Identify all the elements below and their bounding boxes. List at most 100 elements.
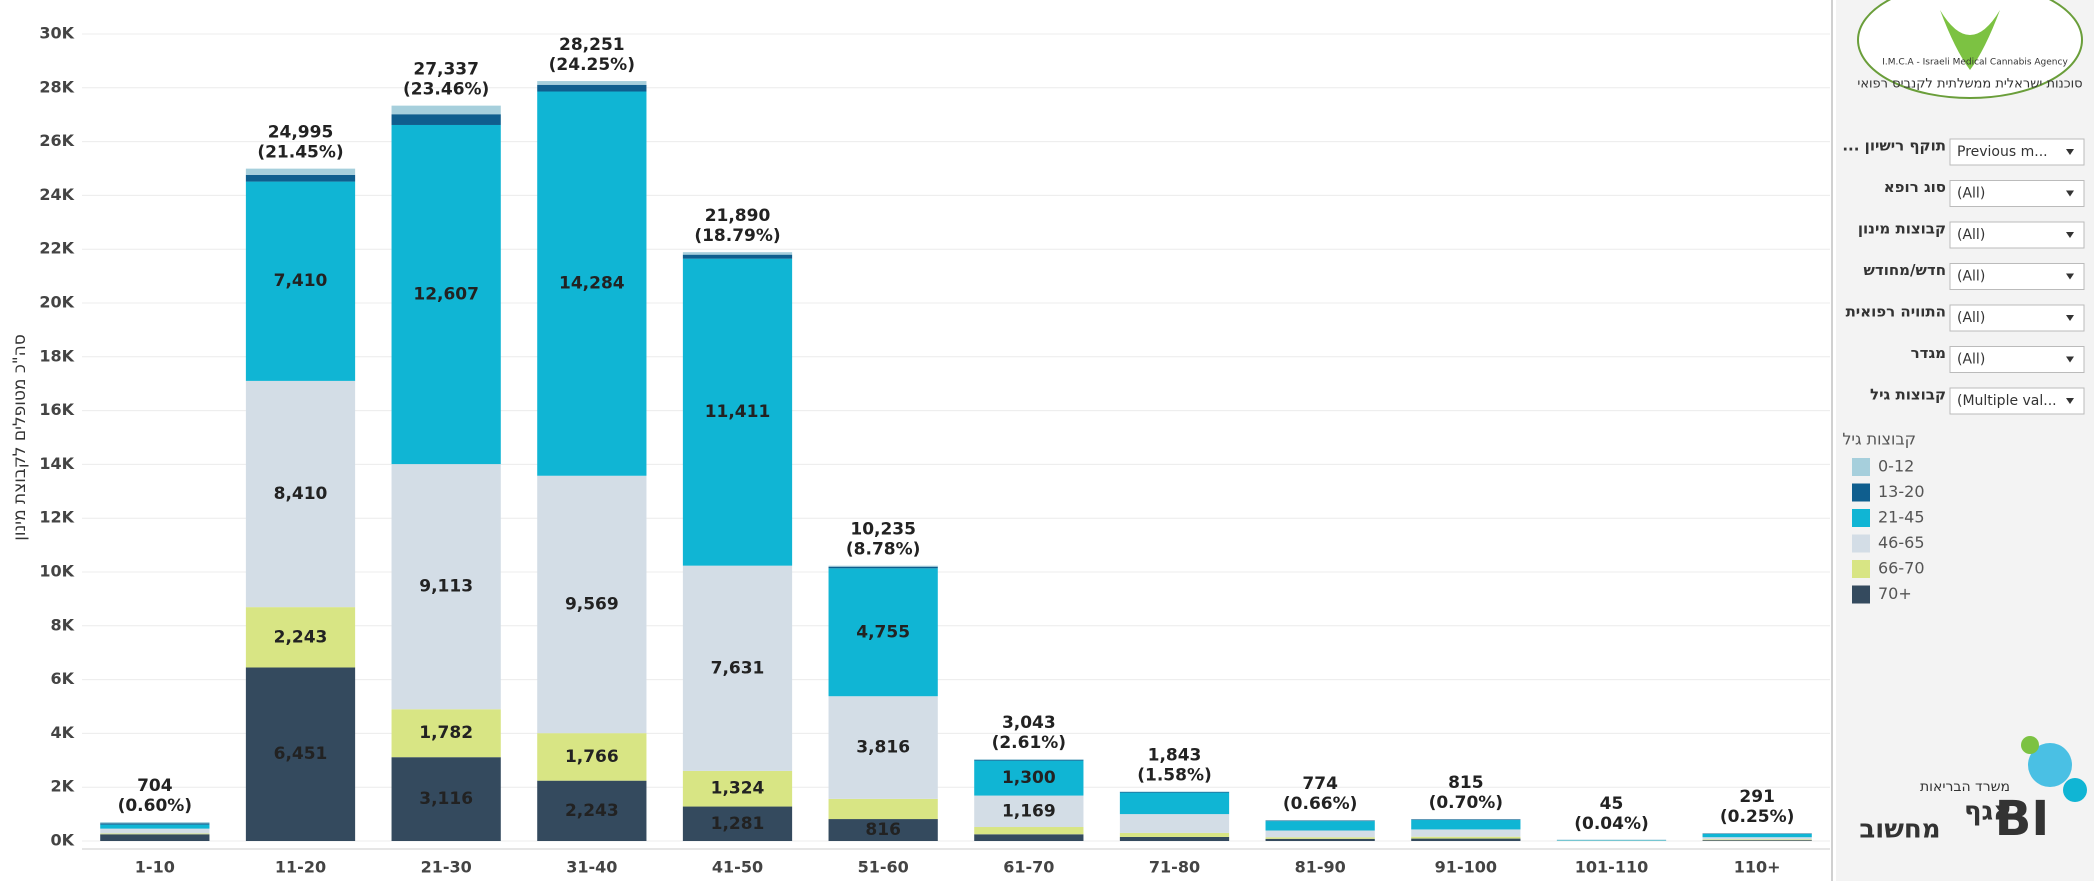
percent-label: (23.46%) bbox=[403, 80, 489, 100]
bar-segment bbox=[100, 834, 210, 841]
segment-label: 1,300 bbox=[1002, 768, 1056, 788]
bar-segment bbox=[1411, 829, 1521, 837]
bar-segment bbox=[100, 822, 210, 824]
segment-label: 7,410 bbox=[274, 271, 328, 291]
bar-segment bbox=[537, 780, 647, 841]
segment-label: 1,169 bbox=[1002, 801, 1056, 821]
logo-text: משרד הבריאות bbox=[1920, 779, 2010, 795]
bar-segment bbox=[682, 252, 793, 255]
x-tick-label: 110+ bbox=[1734, 858, 1781, 877]
legend-swatch bbox=[1852, 585, 1870, 604]
bar-segment bbox=[245, 380, 356, 608]
segment-label: 4,755 bbox=[856, 622, 910, 642]
bar-segment bbox=[682, 254, 793, 259]
bar-segment bbox=[245, 607, 356, 668]
y-tick-label: 20K bbox=[39, 293, 74, 312]
percent-label: (0.66%) bbox=[1283, 794, 1358, 814]
filter-value: (All) bbox=[1957, 186, 1985, 202]
filter-label: קבוצות גיל bbox=[1870, 386, 1946, 404]
filter-dropdown[interactable] bbox=[1949, 304, 2085, 332]
filter-value: (All) bbox=[1957, 310, 1985, 326]
segment-label: 9,569 bbox=[565, 594, 619, 614]
filter-value: (All) bbox=[1957, 269, 1985, 285]
bar-segment bbox=[1119, 814, 1230, 833]
bar-segment bbox=[682, 258, 793, 566]
legend-label: 70+ bbox=[1878, 584, 1912, 603]
legend-swatch bbox=[1852, 483, 1870, 502]
logo-text: מחשוב bbox=[1859, 815, 1940, 845]
percent-label: (1.58%) bbox=[1137, 765, 1212, 785]
total-label: 774 bbox=[1302, 774, 1338, 794]
bar-segment bbox=[391, 757, 501, 841]
total-label: 45 bbox=[1600, 794, 1624, 814]
y-tick-label: 6K bbox=[50, 669, 74, 688]
segment-label: 2,243 bbox=[565, 801, 619, 821]
bar-segment bbox=[391, 105, 501, 115]
bar-segment bbox=[100, 828, 210, 834]
filter-value: (All) bbox=[1957, 352, 1985, 368]
bar-segment bbox=[391, 114, 501, 125]
filter-dropdown[interactable] bbox=[1949, 180, 2085, 207]
imca-logo: I.M.C.A - Israeli Medical Cannabis Agenc… bbox=[1857, 0, 2083, 99]
segment-label: 1,766 bbox=[565, 747, 619, 767]
dropdown-arrow bbox=[2066, 315, 2074, 321]
legend-label: 66-70 bbox=[1878, 559, 1925, 578]
bar-segment bbox=[828, 568, 938, 697]
bar-segment bbox=[537, 91, 647, 476]
x-tick-label: 81-90 bbox=[1295, 858, 1346, 877]
total-label: 704 bbox=[137, 776, 173, 796]
segment-label: 12,607 bbox=[413, 285, 479, 305]
y-tick-label: 10K bbox=[39, 562, 74, 581]
filter-value: (All) bbox=[1957, 227, 1985, 243]
bar-segment bbox=[828, 819, 938, 841]
bar-segment bbox=[1119, 791, 1230, 793]
y-tick-label: 8K bbox=[50, 615, 74, 634]
filter-label: חדש/מחודש bbox=[1864, 261, 1946, 279]
bar-segment bbox=[391, 709, 501, 758]
filter-dropdown[interactable] bbox=[1949, 387, 2085, 415]
x-tick-label: 41-50 bbox=[712, 858, 763, 877]
segment-label: 14,284 bbox=[559, 274, 625, 294]
percent-label: (24.25%) bbox=[549, 55, 635, 75]
total-label: 28,251 bbox=[559, 35, 625, 55]
bar-segment bbox=[974, 827, 1084, 835]
filter-dropdown[interactable] bbox=[1949, 221, 2085, 249]
bar-segment bbox=[537, 84, 647, 92]
x-tick-label: 31-40 bbox=[566, 858, 617, 877]
filter-dropdown[interactable] bbox=[1949, 346, 2085, 373]
bar-segment bbox=[100, 823, 210, 825]
y-tick-label: 30K bbox=[39, 24, 74, 43]
percent-label: (2.61%) bbox=[992, 733, 1067, 753]
segment-label: 7,631 bbox=[711, 658, 765, 678]
logo-text: BI bbox=[1995, 791, 2049, 847]
bar-segment bbox=[100, 824, 210, 829]
bar-segment bbox=[100, 833, 210, 835]
bar-segment bbox=[974, 795, 1084, 828]
bar-segment bbox=[1702, 840, 1812, 841]
total-label: 3,043 bbox=[1002, 713, 1056, 733]
bar-segment bbox=[682, 806, 793, 841]
legend-title: קבוצות גיל bbox=[1842, 430, 1916, 449]
bar-segment bbox=[1702, 839, 1812, 841]
segment-label: 6,451 bbox=[274, 744, 328, 764]
y-tick-label: 2K bbox=[50, 777, 74, 796]
legend-swatch bbox=[1852, 534, 1870, 553]
percent-label: (0.04%) bbox=[1574, 814, 1649, 834]
legend-swatch bbox=[1852, 509, 1870, 527]
percent-label: (8.78%) bbox=[846, 540, 921, 560]
bar-segment bbox=[828, 798, 938, 820]
bar-segment bbox=[828, 566, 938, 569]
filter-dropdown[interactable] bbox=[1949, 263, 2085, 290]
bar-segment bbox=[1702, 834, 1812, 838]
bar-segment bbox=[1411, 820, 1521, 830]
y-tick-label: 24K bbox=[39, 185, 74, 204]
filter-dropdown[interactable] bbox=[1949, 138, 2085, 166]
bi-logo: משרד הבריאות אגף מחשוב BI bbox=[1859, 736, 2087, 847]
segment-label: 1,324 bbox=[711, 779, 765, 799]
bar-segment bbox=[1265, 830, 1375, 838]
segment-label: 2,243 bbox=[274, 627, 328, 647]
segment-label: 8,410 bbox=[274, 484, 328, 504]
percent-label: (0.25%) bbox=[1720, 807, 1795, 827]
filter-label: סוג רופא bbox=[1884, 178, 1946, 196]
total-label: 815 bbox=[1448, 773, 1484, 793]
